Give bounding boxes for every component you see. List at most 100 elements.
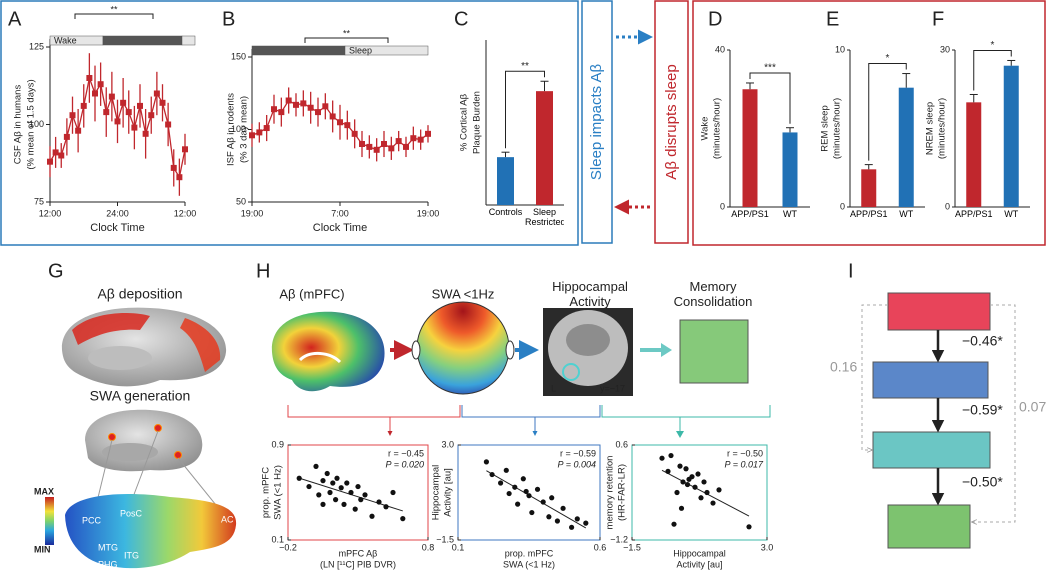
data-point <box>249 132 255 139</box>
scale-label: MIN <box>34 544 51 554</box>
plot-frame <box>631 444 768 541</box>
significance-bracket <box>749 72 791 124</box>
y-axis-label: REM sleep <box>820 105 831 151</box>
y-axis-label: CSF Aβ in humans <box>13 85 24 165</box>
x-tick-label: 24:00 <box>106 208 129 218</box>
y-tick-label: 30 <box>940 44 950 54</box>
path-coefficient: 0.16 <box>830 359 857 375</box>
x-tick-label: 7:00 <box>331 208 349 218</box>
path-coefficient: −0.59* <box>962 402 1003 418</box>
data-point <box>125 109 132 116</box>
significance: ** <box>521 61 529 72</box>
data-point <box>316 492 322 498</box>
mri-slice <box>566 324 610 356</box>
data-point <box>716 487 722 493</box>
data-point <box>327 489 333 496</box>
data-point <box>366 143 373 150</box>
stat-label: P = 0.004 <box>558 459 596 469</box>
data-point <box>131 124 138 131</box>
y-axis-label: SWA (<1 Hz) <box>273 465 284 520</box>
data-point <box>684 481 691 488</box>
slice-label: L <box>551 383 556 393</box>
data-point <box>358 497 364 503</box>
arrow <box>661 343 672 357</box>
data-point <box>108 93 115 100</box>
category-box: APP/PS1 <box>955 209 993 219</box>
data-point <box>540 499 546 505</box>
data-point <box>546 514 552 520</box>
data-point <box>395 138 402 145</box>
arrow <box>972 304 1016 522</box>
data-point <box>296 475 302 481</box>
data-point <box>322 103 329 110</box>
panel-letter: G <box>48 260 64 282</box>
arrow <box>676 431 684 438</box>
y-tick-label: 0 <box>840 201 845 211</box>
y-axis-label: memory retention <box>605 456 616 530</box>
bar <box>1003 65 1019 207</box>
y-axis-label: (HR-FAR-LR) <box>617 464 628 521</box>
data-point <box>671 521 677 527</box>
y-axis-label: prop. mPFC <box>261 467 272 518</box>
data-point <box>569 524 575 530</box>
data-point <box>344 480 350 486</box>
data-point <box>148 112 155 119</box>
step-label: Hippocampal Activity <box>552 280 628 309</box>
data-point <box>352 506 358 512</box>
node-box <box>887 292 991 331</box>
x-tick-label: 12:00 <box>174 208 197 218</box>
data-point <box>114 118 121 125</box>
x-tick-label: APP/PS1 <box>850 209 888 219</box>
y-tick-label: 0 <box>720 201 725 211</box>
data-point <box>362 492 368 498</box>
state-band <box>102 35 183 46</box>
data-point <box>583 520 589 526</box>
node-box <box>872 431 991 469</box>
y-tick-label: 150 <box>231 51 246 61</box>
data-point <box>388 145 395 152</box>
data-point <box>176 174 183 181</box>
significance-bracket <box>973 49 1012 91</box>
data-point <box>489 471 495 478</box>
brain-image <box>180 318 221 372</box>
data-point <box>680 479 686 485</box>
slice-label: y=−17 <box>600 383 625 393</box>
data-point <box>300 100 307 107</box>
category-box: APP/PS1 <box>731 209 769 219</box>
data-point <box>315 109 321 116</box>
panel-letter: B <box>222 8 235 30</box>
region-label: PCC <box>82 515 102 525</box>
x-axis-label: Clock Time <box>313 222 367 234</box>
data-point <box>338 485 344 491</box>
data-point <box>307 104 314 111</box>
data-point <box>293 101 299 108</box>
bar <box>536 91 553 205</box>
data-point <box>574 516 580 522</box>
data-point <box>376 499 382 505</box>
data-point <box>359 141 365 147</box>
x-axis-label: Clock Time <box>90 222 144 234</box>
region-label: AC <box>221 514 234 524</box>
y-axis-label: Plaque Burden <box>472 91 483 154</box>
y-tick-label: 40 <box>715 44 725 54</box>
step-label: Aβ (mPFC) <box>279 286 344 301</box>
y-axis-label: Activity [au] <box>443 468 454 517</box>
scale-label: MAX <box>34 486 54 496</box>
data-point <box>351 130 358 137</box>
data-point <box>86 75 93 81</box>
data-point <box>506 490 512 497</box>
x-axis-label: mPFC Aβ <box>339 548 378 558</box>
y-tick-label: −1.5 <box>436 534 454 544</box>
state-band <box>251 45 346 56</box>
x-tick-label: WT <box>899 209 914 219</box>
brain-image <box>72 312 150 345</box>
bracket <box>601 405 771 418</box>
category-box: Controls <box>488 207 523 217</box>
x-tick-label: Controls <box>488 207 523 217</box>
step-label-box: Memory Consolidation <box>674 280 753 309</box>
data-point <box>425 130 431 137</box>
data-point <box>692 484 698 490</box>
data-point <box>165 121 172 128</box>
path-coefficient: −0.50* <box>962 474 1003 490</box>
brain-image <box>85 409 203 472</box>
